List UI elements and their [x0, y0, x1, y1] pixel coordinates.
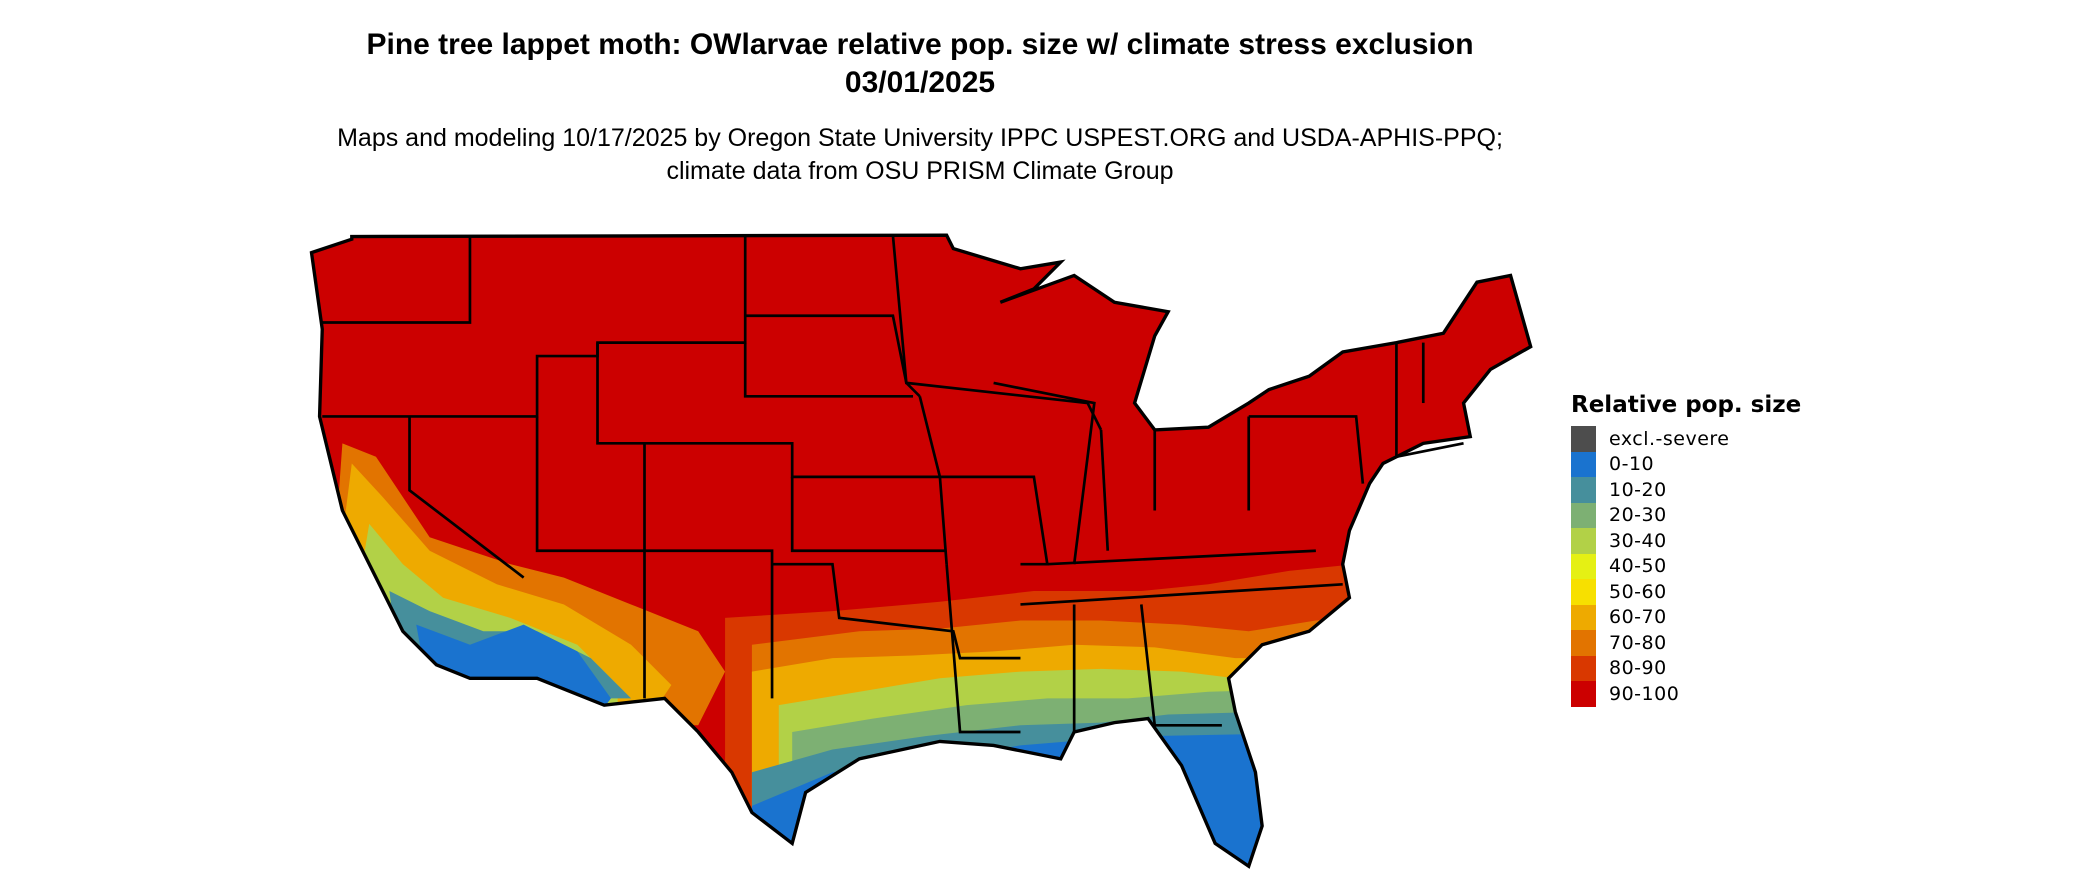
legend-item: 40-50: [1571, 553, 1801, 579]
legend-label: 60-70: [1609, 606, 1667, 629]
legend-label: 40-50: [1609, 555, 1667, 578]
legend-swatch: [1571, 477, 1596, 503]
legend-swatch: [1571, 579, 1596, 605]
legend-item: 80-90: [1571, 655, 1801, 681]
legend-label: 50-60: [1609, 580, 1667, 603]
legend-title: Relative pop. size: [1571, 392, 1802, 418]
legend-swatch: [1571, 528, 1596, 554]
legend-item: 50-60: [1571, 579, 1801, 605]
legend-item: 0-10: [1571, 451, 1801, 477]
legend-swatch: [1571, 604, 1596, 630]
state-borders: [322, 235, 1464, 734]
legend-item: 90-100: [1571, 681, 1801, 707]
legend-item: 30-40: [1571, 528, 1801, 554]
legend-item: 60-70: [1571, 604, 1801, 630]
legend-item: 10-20: [1571, 477, 1801, 503]
legend-label: 20-30: [1609, 504, 1667, 527]
legend-item: excl.-severe: [1571, 426, 1801, 452]
map-subtitle: Maps and modeling 10/17/2025 by Oregon S…: [337, 124, 1503, 185]
legend-swatch: [1571, 502, 1596, 528]
legend-item: 70-80: [1571, 630, 1801, 656]
legend-label: 10-20: [1609, 478, 1667, 501]
legend-swatch: [1571, 655, 1596, 681]
legend-item: 20-30: [1571, 502, 1801, 528]
legend-label: 30-40: [1609, 529, 1667, 552]
legend-swatch: [1571, 553, 1596, 579]
legend-label: excl.-severe: [1609, 427, 1730, 450]
legend-swatch: [1571, 630, 1596, 656]
legend-label: 0-10: [1609, 453, 1655, 476]
legend-swatch: [1571, 451, 1596, 477]
legend-label: 90-100: [1609, 682, 1680, 705]
legend: Relative pop. size excl.-severe 0-10 10-20…: [1571, 392, 1801, 707]
legend-label: 80-90: [1609, 657, 1667, 680]
legend-items: excl.-severe 0-10 10-20 20-30 30-40 40-50 50-6…: [1571, 426, 1801, 707]
legend-swatch: [1571, 681, 1596, 707]
legend-swatch: [1571, 426, 1596, 452]
map-title: Pine tree lappet moth: OWlarvae relative…: [366, 28, 1474, 99]
legend-label: 70-80: [1609, 631, 1667, 654]
